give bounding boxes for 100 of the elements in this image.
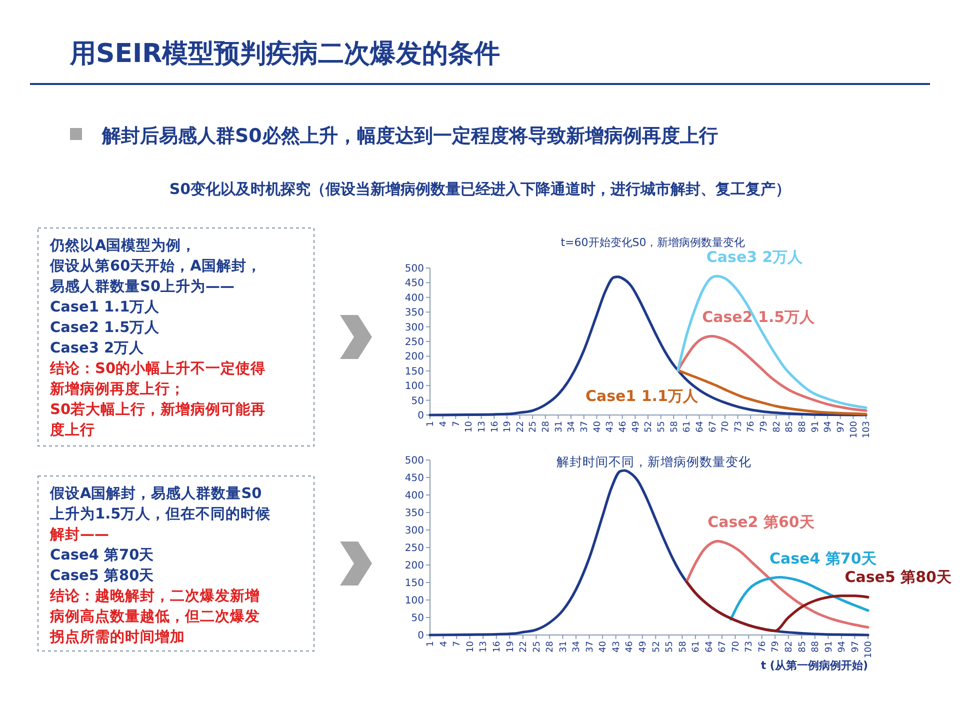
y-tick-label: 450: [404, 278, 424, 290]
x-tick-label: 73: [734, 421, 744, 432]
x-tick-label: 28: [546, 640, 556, 652]
x-tick-label: 16: [490, 420, 500, 432]
x-tick-label: 91: [810, 421, 821, 432]
x-tick-label: 52: [652, 641, 662, 652]
text: 假设从第60天开始，A国解封，: [49, 258, 262, 274]
x-tick-label: 1: [426, 421, 436, 427]
x-tick-label: 4: [439, 640, 450, 647]
x-tick-label: 1: [426, 641, 436, 647]
x-tick-label: 88: [798, 420, 808, 432]
line-series: [685, 580, 870, 632]
text: Case4 第70天: [50, 546, 154, 564]
y-tick-label: 350: [404, 308, 424, 319]
x-tick-label: 76: [758, 640, 768, 652]
series-label: Case2 第60天: [708, 513, 816, 532]
x-tick-label: 22: [516, 421, 526, 432]
y-tick-label: 350: [404, 508, 424, 519]
y-tick-label: 500: [404, 264, 424, 274]
x-tick-label: 85: [785, 421, 796, 432]
x-tick-label: 70: [721, 420, 732, 432]
x-tick-label: 64: [695, 420, 706, 432]
y-tick-label: 50: [411, 396, 424, 407]
x-tick-label: 100: [864, 640, 874, 658]
y-tick-label: 100: [404, 596, 424, 606]
text: 拐点所需的时间增加: [49, 628, 185, 646]
x-tick-label: 40: [598, 640, 609, 652]
y-tick-label: 100: [404, 381, 424, 392]
series-label: Case1 1.1万人: [585, 387, 699, 405]
x-tick-label: 37: [580, 421, 590, 432]
y-tick-label: 250: [404, 543, 424, 554]
y-tick-label: 500: [404, 456, 424, 466]
x-tick-label: 31: [554, 421, 564, 432]
x-tick-label: 55: [656, 421, 667, 432]
x-tick-label: 55: [665, 641, 676, 652]
y-tick-label: 450: [404, 473, 424, 484]
x-tick-label: 64: [704, 640, 715, 652]
x-tick-label: 52: [644, 421, 654, 432]
x-tick-label: 79: [760, 420, 770, 432]
x-tick-label: 97: [850, 641, 861, 652]
x-tick-label: 70: [731, 640, 742, 652]
x-tick-label: 46: [618, 420, 629, 432]
x-tick-label: 34: [572, 640, 582, 652]
x-tick-label: 31: [558, 641, 569, 652]
x-tick-label: 61: [682, 421, 693, 432]
x-tick-label: 10: [464, 420, 475, 432]
text: 度上行: [49, 420, 95, 438]
x-tick-label: 100: [849, 420, 860, 438]
x-tick-label: 67: [718, 641, 728, 652]
x-tick-label: 73: [744, 641, 755, 652]
text: 仍然以A国模型为例，: [49, 237, 196, 254]
x-tick-label: 97: [836, 421, 847, 432]
y-tick-label: 0: [418, 410, 424, 422]
y-tick-label: 250: [404, 337, 424, 348]
series-label: Case2 1.5万人: [702, 308, 816, 326]
text: 用SEIR模型预判疾病二次爆发的条件: [69, 39, 500, 69]
text: S0若大幅上行，新增病例可能再: [50, 400, 266, 418]
chart-title: 解封时间不同，新增病例数量变化: [556, 454, 752, 469]
x-tick-label: 34: [567, 420, 578, 432]
text: 解封——: [49, 526, 109, 543]
x-tick-label: 40: [592, 420, 603, 432]
x-tick-label: 49: [638, 640, 649, 652]
x-tick-label: 58: [678, 640, 688, 652]
x-tick-label: 37: [585, 641, 596, 652]
x-tick-label: 19: [503, 420, 514, 432]
text: Case5 第80天: [50, 567, 154, 584]
x-tick-label: 94: [824, 420, 834, 432]
text: Case3 2万人: [50, 340, 146, 356]
y-tick-label: 200: [404, 560, 424, 572]
x-tick-label: 91: [824, 641, 834, 652]
text: S0变化以及时机探究（假设当新增病例数量已经进入下降通道时，进行城市解封、复工复产）: [169, 180, 791, 198]
x-tick-label: 46: [625, 640, 636, 652]
series-label: Case5 第80天: [844, 568, 952, 586]
x-tick-label: 43: [612, 641, 622, 652]
x-tick-label: 4: [438, 420, 449, 427]
x-tick-label: 10: [466, 640, 476, 652]
y-tick-label: 50: [411, 613, 424, 624]
x-tick-label: 19: [506, 640, 516, 652]
x-tick-label: 82: [772, 421, 782, 432]
series-label: Case3 2万人: [706, 248, 804, 266]
text: 新增病例再度上行；: [49, 380, 185, 398]
y-tick-label: 150: [404, 366, 424, 378]
x-tick-label: 61: [692, 641, 702, 652]
y-tick-label: 400: [404, 490, 424, 502]
x-tick-label: 25: [528, 421, 539, 432]
x-tick-label: 13: [477, 421, 488, 432]
y-tick-label: 400: [404, 292, 424, 304]
x-tick-label: 25: [532, 641, 542, 652]
text: 结论：越晚解封，二次爆发新增: [49, 586, 260, 604]
text: Case1 1.1万人: [50, 298, 161, 316]
x-tick-label: 76: [746, 420, 757, 432]
text: 解封后易感人群S0必然上升，幅度达到一定程度将导致新增病例再度上行: [101, 125, 718, 147]
x-tick-label: 79: [771, 640, 782, 652]
chart-title: t=60开始变化S0，新增病例数量变化: [560, 236, 746, 249]
series-label: Case4 第70天: [770, 549, 878, 568]
text: Case2 1.5万人: [50, 319, 161, 336]
x-tick-label: 88: [811, 640, 822, 652]
x-tick-label: 94: [838, 640, 848, 652]
x-tick-label: 7: [452, 641, 463, 647]
x-tick-label: 103: [862, 421, 872, 438]
